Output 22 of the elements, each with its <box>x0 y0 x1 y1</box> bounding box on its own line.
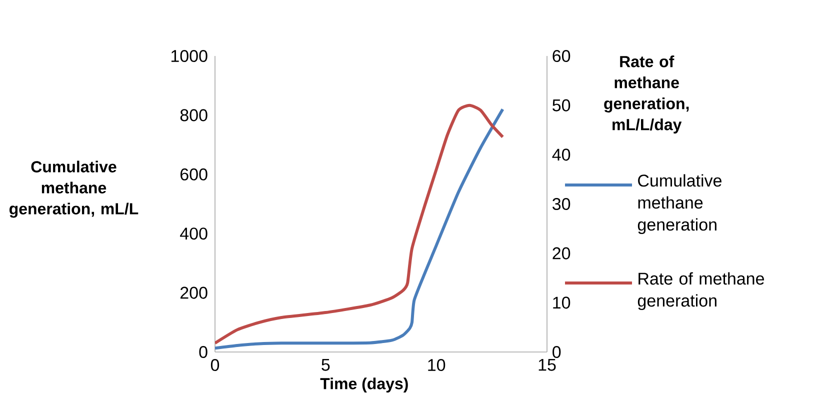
y2-tick-label: 30 <box>552 198 570 210</box>
y2-tick-label: 40 <box>552 148 570 161</box>
y-tick-label: 400 <box>180 228 208 240</box>
y-tick-label: 800 <box>180 109 208 122</box>
y2-tick-label: 60 <box>552 50 570 62</box>
legend-label: Cumulative methane generation <box>638 174 722 234</box>
y2-tick-label: 20 <box>552 247 570 260</box>
y-tick-label: 1000 <box>171 50 208 62</box>
x-tick-label: 10 <box>428 358 446 372</box>
y2-tick-label: 10 <box>553 296 570 309</box>
y2-axis-title: Rate of methane generation, mL/L/day <box>604 56 689 134</box>
legend-label: Rate of methane generation <box>638 272 764 310</box>
x-tick-label: 5 <box>322 358 330 371</box>
y-axis-title: Cumulative methane generation, mL/L <box>9 160 138 218</box>
x-axis-title: Time (days) <box>320 378 408 393</box>
y2-tick-label: 50 <box>552 99 570 112</box>
x-tick-label: 0 <box>210 358 220 372</box>
y-tick-label: 600 <box>180 168 208 180</box>
y2-tick-label: 0 <box>552 346 561 358</box>
y-tick-label: 0 <box>199 346 208 358</box>
y-tick-label: 200 <box>180 286 208 299</box>
x-tick-label: 15 <box>538 358 556 371</box>
